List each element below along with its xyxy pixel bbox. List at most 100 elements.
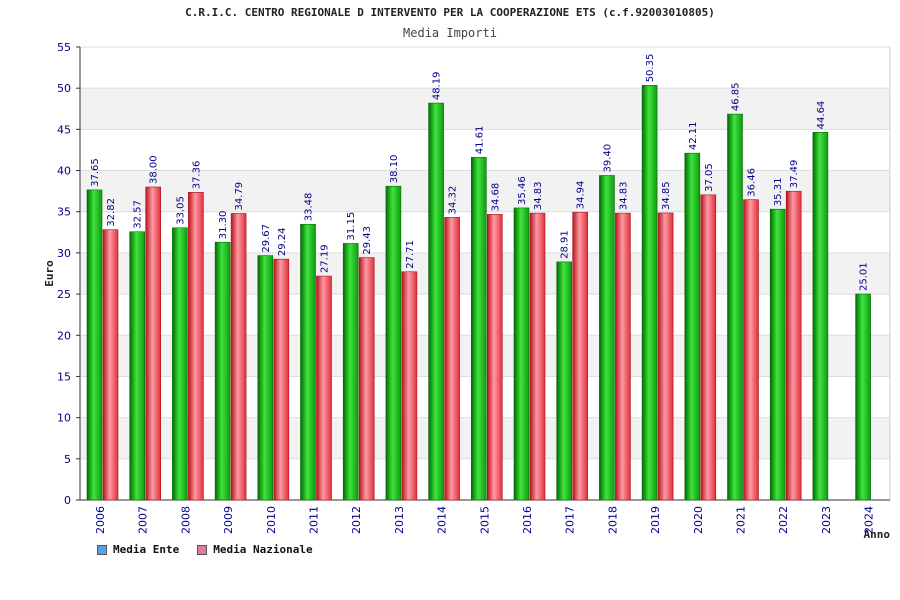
- bar-ente: [684, 152, 701, 501]
- bar-nazionale: [743, 199, 759, 501]
- chart-title: C.R.I.C. CENTRO REGIONALE D INTERVENTO P…: [185, 6, 715, 19]
- data-label: 37.36: [191, 161, 202, 190]
- x-tick-label: 2020: [692, 506, 705, 534]
- data-label: 27.71: [405, 240, 416, 269]
- legend-swatch-nazionale: [197, 544, 208, 555]
- data-label: 36.46: [747, 168, 758, 197]
- bar-nazionale: [102, 229, 119, 501]
- x-tick-label: 2017: [564, 506, 577, 534]
- legend-item-nazionale: Media Nazionale: [197, 543, 313, 556]
- data-label: 29.43: [362, 226, 373, 255]
- data-label: 41.61: [474, 126, 485, 155]
- data-label: 25.01: [859, 262, 870, 291]
- y-tick-label: 55: [57, 41, 71, 54]
- bar-ente: [769, 208, 786, 501]
- y-tick-label: 5: [64, 453, 71, 466]
- x-tick-label: 2018: [606, 506, 619, 534]
- x-tick-label: 2007: [137, 506, 150, 534]
- bar-ente: [172, 227, 188, 501]
- bar-ente: [129, 231, 145, 501]
- data-label: 44.64: [816, 101, 827, 130]
- data-label: 32.57: [133, 200, 144, 229]
- x-tick-label: 2016: [521, 506, 534, 534]
- bar-nazionale: [316, 275, 332, 501]
- bar-nazionale: [188, 191, 204, 501]
- bar-ente: [470, 156, 487, 501]
- data-label: 46.85: [731, 82, 742, 111]
- bar-ente: [513, 207, 530, 501]
- x-tick-label: 2006: [94, 506, 107, 534]
- data-label: 50.35: [645, 54, 656, 83]
- data-label: 31.30: [218, 211, 229, 240]
- data-label: 28.91: [560, 230, 571, 259]
- bar-ente: [812, 132, 829, 501]
- x-tick-label: 2024: [863, 506, 876, 534]
- bar-nazionale: [273, 258, 290, 501]
- data-label: 34.32: [448, 186, 459, 215]
- bar-nazionale: [785, 190, 802, 501]
- chart-legend: Media Ente Media Nazionale: [97, 543, 313, 556]
- y-tick-label: 20: [57, 329, 71, 342]
- bar-nazionale: [657, 212, 674, 501]
- data-label: 38.10: [389, 155, 400, 184]
- x-tick-label: 2010: [265, 506, 278, 534]
- data-label: 34.85: [661, 181, 672, 210]
- x-tick-label: 2023: [820, 506, 833, 534]
- data-label: 31.15: [346, 212, 357, 241]
- data-label: 38.00: [149, 155, 160, 184]
- data-label: 34.83: [533, 181, 544, 210]
- data-label: 34.83: [618, 181, 629, 210]
- data-label: 34.68: [490, 183, 501, 212]
- legend-label-nazionale: Media Nazionale: [213, 543, 313, 556]
- x-tick-label: 2015: [478, 506, 491, 534]
- x-tick-label: 2022: [777, 506, 790, 534]
- x-tick-label: 2008: [179, 506, 192, 534]
- y-axis-title: Euro: [43, 260, 56, 287]
- bar-ente: [556, 261, 573, 501]
- data-label: 33.05: [175, 196, 186, 225]
- data-label: 35.46: [517, 176, 528, 205]
- bar-nazionale: [529, 212, 546, 501]
- bar-ente: [599, 175, 615, 501]
- bar-ente: [214, 241, 231, 501]
- data-label: 27.19: [320, 244, 331, 273]
- bar-nazionale: [145, 186, 161, 501]
- y-tick-label: 0: [64, 494, 71, 507]
- x-tick-label: 2009: [222, 506, 235, 534]
- x-tick-label: 2012: [350, 506, 363, 534]
- data-label: 37.49: [789, 160, 800, 189]
- y-tick-label: 50: [57, 82, 71, 95]
- bar-ente: [86, 189, 103, 501]
- data-label: 42.11: [688, 122, 699, 151]
- bar-nazionale: [572, 211, 589, 501]
- y-tick-label: 45: [57, 123, 71, 136]
- data-label: 39.40: [602, 144, 613, 173]
- y-tick-label: 15: [57, 370, 71, 383]
- data-label: 29.67: [261, 224, 272, 253]
- x-axis-title: Anno: [864, 528, 891, 541]
- data-label: 37.65: [90, 158, 101, 187]
- y-tick-label: 25: [57, 288, 71, 301]
- data-label: 29.24: [277, 228, 288, 257]
- x-tick-label: 2019: [649, 506, 662, 534]
- bar-ente: [727, 113, 743, 501]
- data-label: 48.19: [432, 71, 443, 100]
- data-label: 34.79: [234, 182, 245, 211]
- bar-nazionale: [401, 271, 418, 501]
- legend-swatch-ente: [97, 544, 107, 555]
- chart-subtitle: Media Importi: [403, 26, 497, 40]
- bar-ente: [641, 84, 658, 501]
- bar-nazionale: [230, 213, 247, 501]
- bar-nazionale: [486, 214, 503, 501]
- y-tick-label: 35: [57, 206, 71, 219]
- x-tick-label: 2011: [308, 506, 321, 534]
- x-tick-label: 2013: [393, 506, 406, 534]
- x-tick-label: 2014: [436, 506, 449, 534]
- y-tick-label: 10: [57, 412, 71, 425]
- grid-band: [80, 88, 890, 130]
- data-label: 37.05: [704, 163, 715, 192]
- legend-item-ente: Media Ente: [97, 543, 179, 556]
- data-label: 34.94: [576, 181, 587, 210]
- bar-ente: [855, 293, 871, 501]
